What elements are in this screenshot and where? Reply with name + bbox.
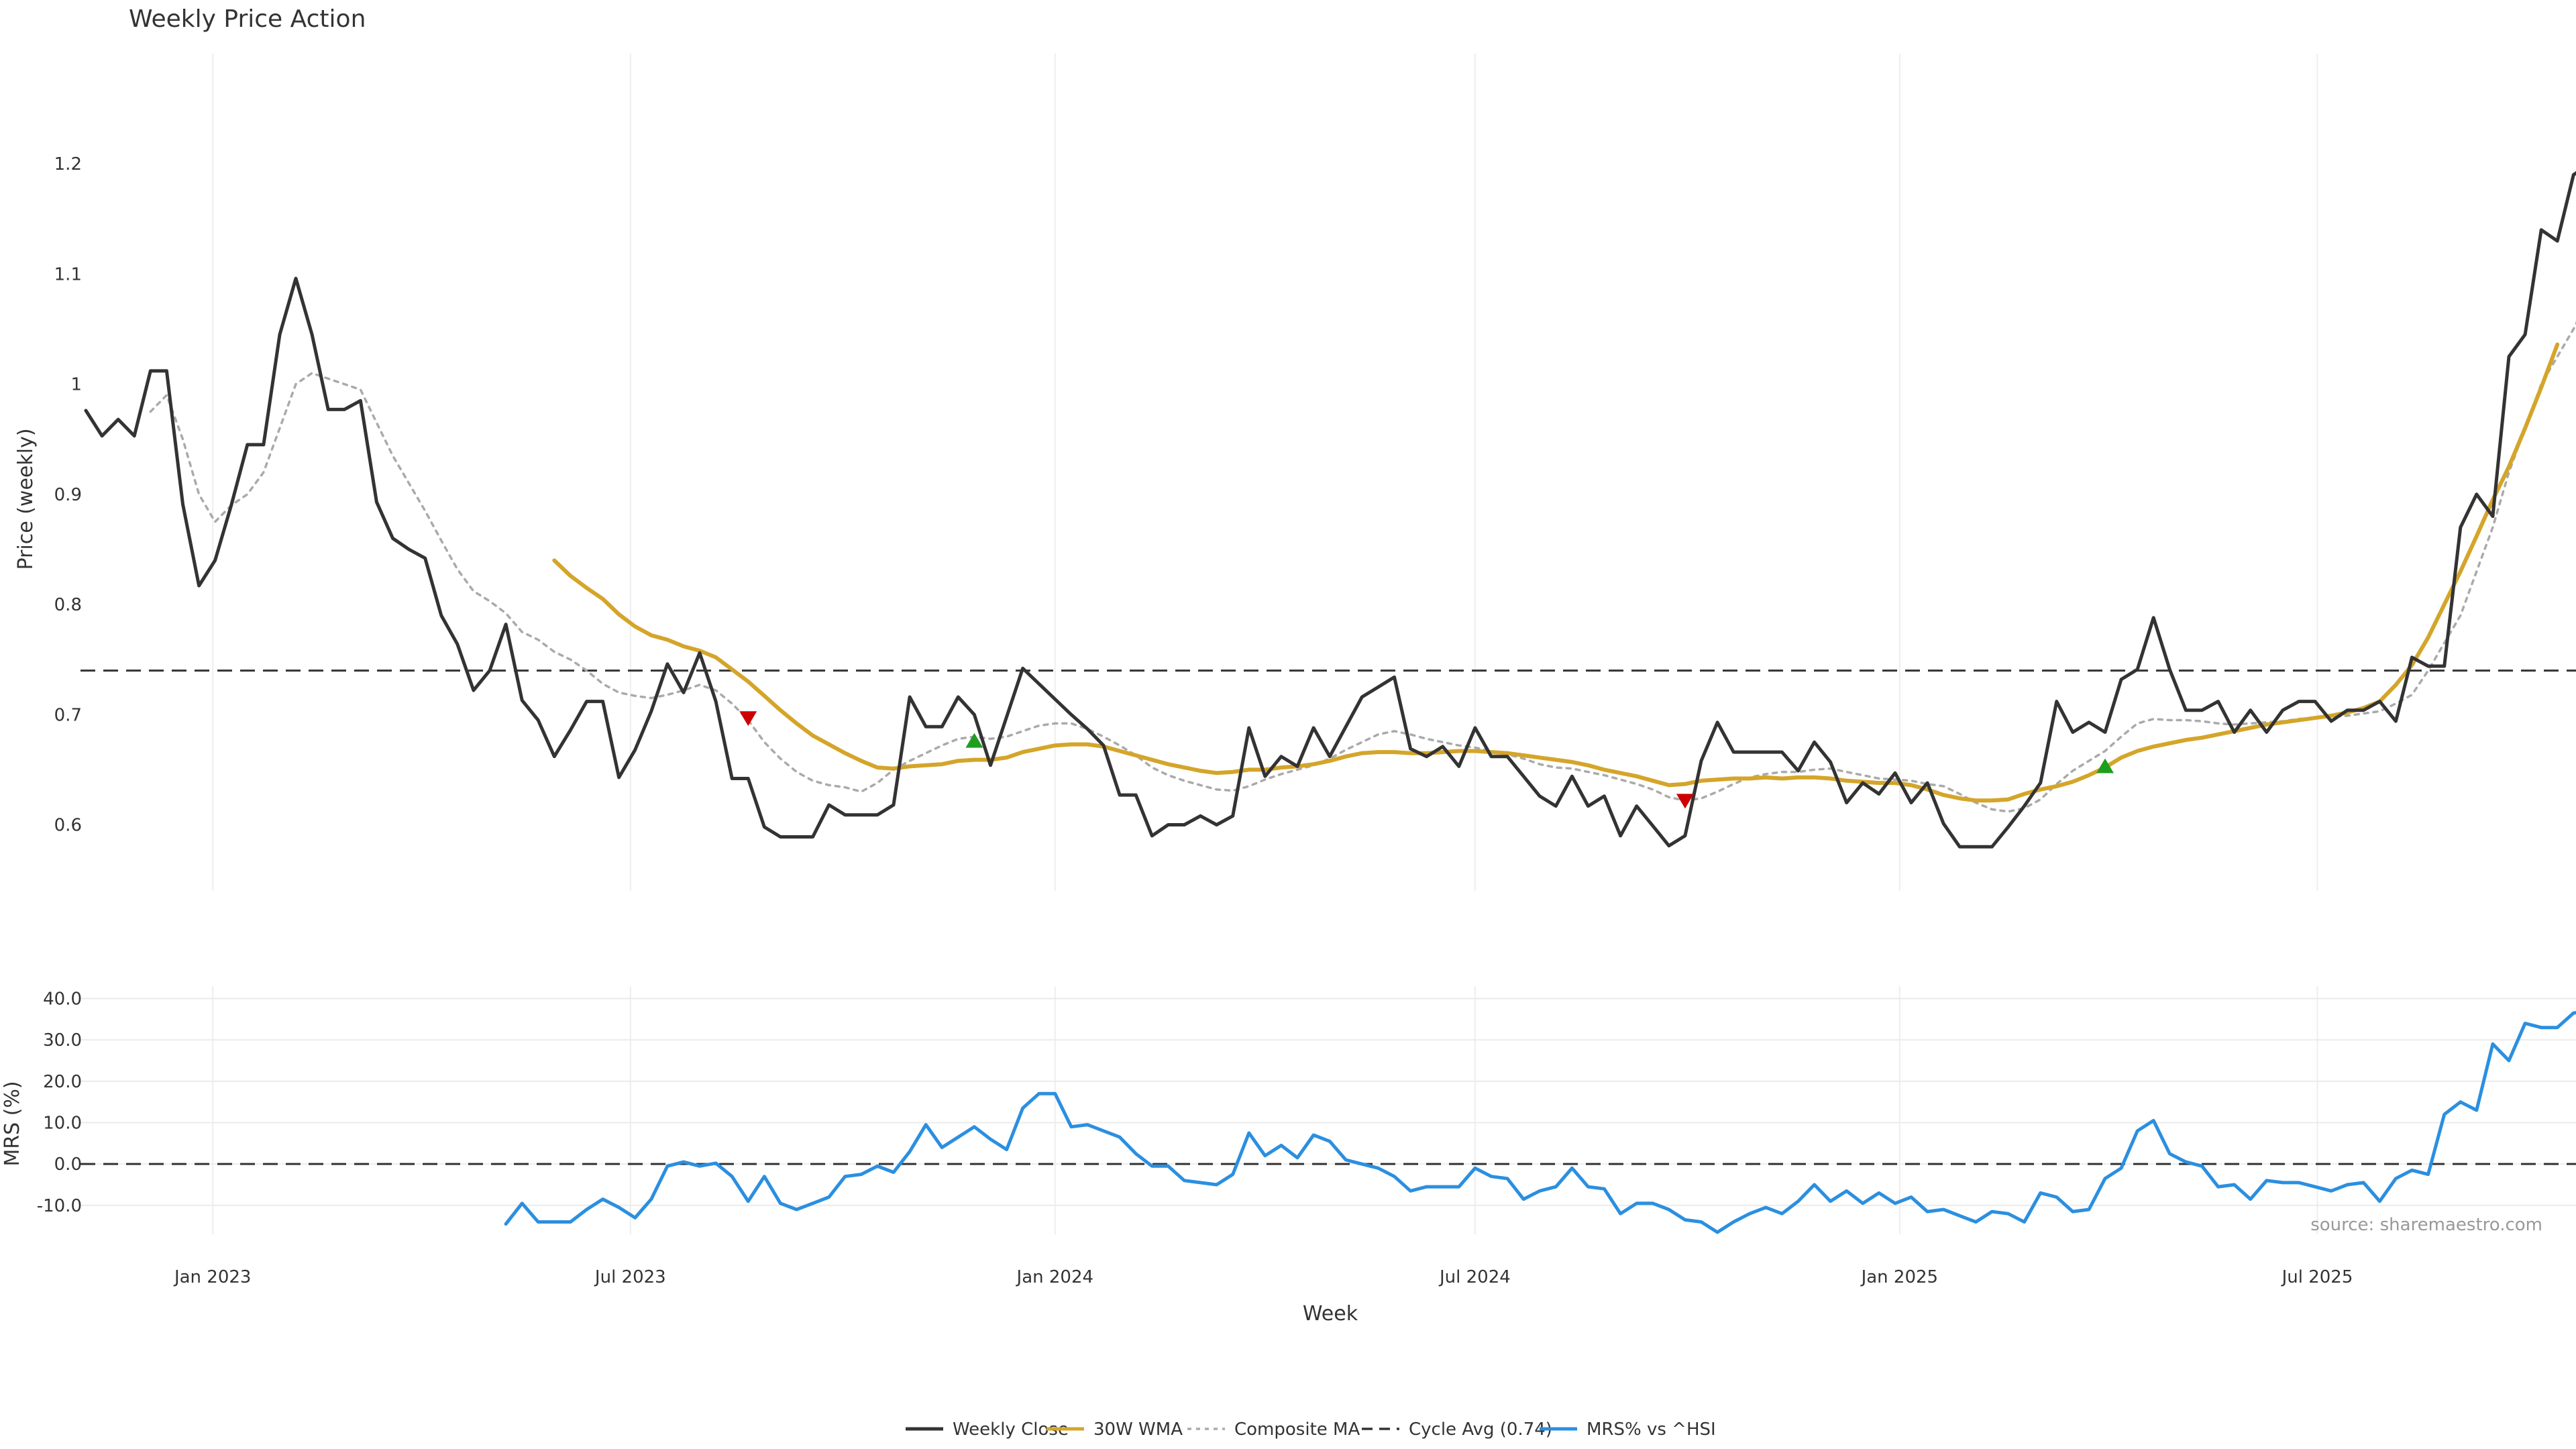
- y-tick-label: -10.0: [37, 1196, 82, 1216]
- y-tick-label: 1.2: [54, 154, 82, 174]
- x-tick-label: Jul 2025: [2281, 1267, 2353, 1287]
- legend-item-cycle-avg-0-74: Cycle Avg (0.74): [1362, 1419, 1552, 1440]
- legend-item-mrs-vs-hsi: MRS% vs ^HSI: [1540, 1419, 1716, 1440]
- legend-label: MRS% vs ^HSI: [1587, 1419, 1716, 1440]
- x-tick-label: Jan 2024: [1016, 1267, 1094, 1287]
- legend-label: Cycle Avg (0.74): [1409, 1419, 1552, 1440]
- x-axis-label: Week: [1303, 1302, 1358, 1326]
- legend-item-30w-wma: 30W WMA: [1046, 1419, 1183, 1440]
- y-tick-label: 0.0: [54, 1155, 82, 1175]
- legend-label: Composite MA: [1234, 1419, 1360, 1440]
- series-composite-ma: [149, 321, 2576, 813]
- x-tick-label: Jan 2023: [173, 1267, 252, 1287]
- y-axis-label: Price (weekly): [14, 428, 38, 570]
- series-mrs-vs-hsi: [504, 1011, 2576, 1234]
- x-tick-label: Jul 2023: [594, 1267, 666, 1287]
- buy-signal-marker: [965, 733, 983, 748]
- y-tick-label: 0.8: [54, 595, 82, 615]
- y-tick-label: 20.0: [43, 1072, 82, 1092]
- buy-signal-marker: [2096, 758, 2114, 773]
- y-tick-label: 10.0: [43, 1114, 82, 1134]
- y-tick-label: 1: [70, 375, 82, 395]
- sell-signal-marker: [739, 711, 757, 727]
- series-weekly-close: [84, 171, 2576, 849]
- legend-label: 30W WMA: [1093, 1419, 1183, 1440]
- y-tick-label: 40.0: [43, 989, 82, 1010]
- series-30w-wma: [552, 342, 2560, 803]
- sell-signal-marker: [1676, 794, 1694, 809]
- y-tick-label: 0.9: [54, 485, 82, 505]
- y-tick-label: 0.7: [54, 705, 82, 725]
- y-tick-label: 1.1: [54, 264, 82, 284]
- y-axis-label: MRS (%): [1, 1081, 24, 1166]
- chart-title: Weekly Price Action: [129, 5, 366, 33]
- x-tick-label: Jan 2025: [1860, 1267, 1939, 1287]
- mrs-panel: MRS (%) -10.0 0.0 10.0 20.0 30.0 40.0 Jan 2023 J…: [1, 986, 2576, 1326]
- legend: Weekly Close 30W WMA Composite MA Cycle Avg…: [906, 1419, 1716, 1440]
- price-panel: Weekly Price Action Price (weekly) 0.6 0.7 0…: [14, 5, 2576, 891]
- source-annotation: source: sharemaestro.com: [2310, 1215, 2542, 1235]
- y-tick-label: 0.6: [54, 815, 82, 835]
- x-tick-label: Jul 2024: [1438, 1267, 1511, 1287]
- legend-item-weekly-close: Weekly Close: [906, 1419, 1069, 1440]
- legend-item-composite-ma: Composite MA: [1187, 1419, 1360, 1440]
- y-tick-label: 30.0: [43, 1030, 82, 1051]
